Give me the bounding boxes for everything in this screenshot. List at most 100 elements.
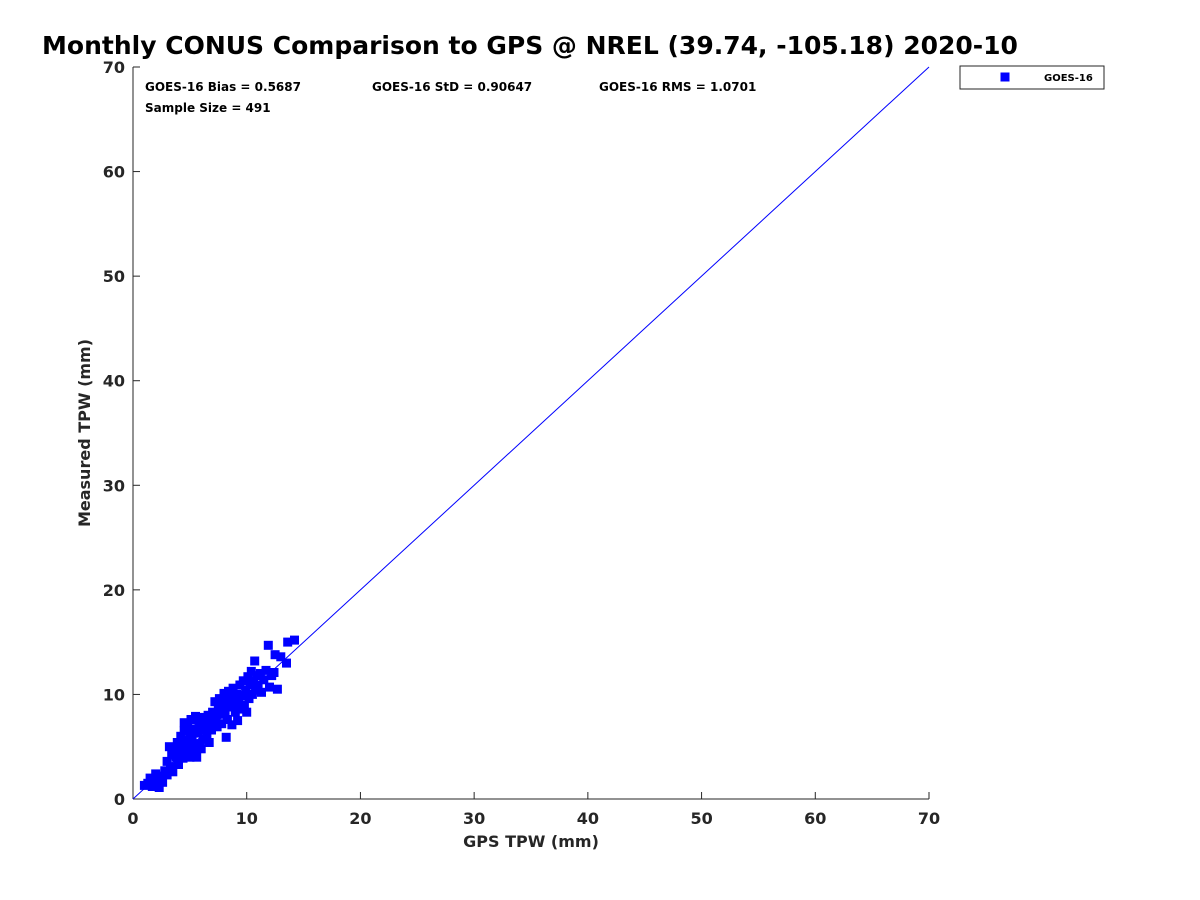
- data-point: [265, 682, 274, 692]
- plot-area: 0 10 20 30 40 50 60 70 0 10 20 30 40 50 60 70: [103, 58, 940, 828]
- x-tick-label: 0: [127, 809, 138, 828]
- y-axis-label: Measured TPW (mm): [75, 339, 94, 527]
- data-point: [228, 683, 238, 693]
- y-tick-label: 30: [103, 476, 125, 495]
- legend-label-goes-16: GOES-16: [1044, 73, 1093, 84]
- y-tick-label: 20: [103, 581, 125, 600]
- y-tick-label: 10: [103, 685, 125, 704]
- data-point: [183, 722, 193, 732]
- x-tick-label: 40: [577, 809, 599, 828]
- data-point: [177, 741, 187, 751]
- data-point: [171, 752, 181, 762]
- data-point: [188, 746, 198, 756]
- y-tick-label: 70: [103, 58, 125, 77]
- data-point: [243, 672, 253, 682]
- data-point: [237, 691, 247, 700]
- data-point: [250, 656, 260, 666]
- data-point: [169, 744, 179, 754]
- data-point: [218, 700, 228, 710]
- data-point: [246, 666, 256, 676]
- data-point: [263, 640, 273, 650]
- data-point: [204, 738, 214, 747]
- bias-stat: GOES-16 Bias = 0.5687: [145, 80, 301, 94]
- data-point: [192, 752, 202, 762]
- data-point: [166, 762, 175, 772]
- data-point: [154, 783, 164, 792]
- y-tick-label: 40: [103, 372, 125, 391]
- x-tick-label: 70: [918, 809, 940, 828]
- data-point: [233, 716, 243, 726]
- data-point: [253, 680, 263, 690]
- data-point: [217, 719, 227, 729]
- data-point: [270, 650, 280, 660]
- data-point: [224, 686, 233, 696]
- data-point: [221, 695, 231, 705]
- x-tick-label: 50: [690, 809, 712, 828]
- legend: GOES-16: [959, 65, 1105, 90]
- data-point: [158, 777, 168, 787]
- data-point: [259, 675, 269, 685]
- data-point: [200, 722, 210, 732]
- y-tick-label: 0: [114, 790, 125, 809]
- data-point: [175, 747, 185, 757]
- data-point: [221, 732, 231, 742]
- legend-box: [959, 65, 1105, 90]
- data-point: [168, 767, 178, 777]
- data-point: [212, 722, 222, 732]
- chart-title: Monthly CONUS Comparison to GPS @ NREL (…: [42, 31, 1018, 60]
- data-point: [234, 696, 244, 706]
- data-point: [232, 689, 241, 699]
- data-point: [230, 707, 240, 717]
- data-point: [242, 707, 252, 717]
- legend-marker-goes-16: [1000, 72, 1010, 82]
- data-point: [226, 692, 236, 701]
- data-point: [227, 720, 237, 730]
- data-point: [283, 637, 293, 647]
- data-point: [214, 694, 224, 704]
- data-point: [255, 669, 265, 678]
- y-tick-label: 60: [103, 163, 125, 182]
- y-tick-label: 50: [103, 267, 125, 286]
- x-tick-label: 20: [349, 809, 371, 828]
- x-tick-label: 60: [804, 809, 826, 828]
- sample-size-stat: Sample Size = 491: [145, 101, 271, 115]
- data-point: [185, 752, 195, 762]
- data-point: [220, 706, 230, 716]
- data-point: [187, 733, 197, 743]
- data-point: [174, 760, 183, 769]
- data-point: [194, 719, 204, 729]
- data-point: [191, 711, 200, 721]
- x-tick-label: 10: [236, 809, 258, 828]
- data-point: [222, 715, 232, 724]
- data-point: [249, 676, 258, 686]
- data-point: [151, 769, 161, 779]
- data-point: [162, 756, 172, 766]
- data-point: [229, 699, 239, 709]
- data-point: [202, 730, 212, 740]
- data-point: [282, 658, 291, 668]
- data-point: [191, 739, 200, 749]
- data-point: [257, 687, 266, 697]
- x-axis-label: GPS TPW (mm): [463, 832, 599, 851]
- data-point: [178, 753, 188, 763]
- data-point: [272, 684, 282, 694]
- data-point: [162, 770, 172, 780]
- axis-ticks: 0 10 20 30 40 50 60 70 0 10 20 30 40 50 60 70: [103, 58, 940, 828]
- rms-stat: GOES-16 RMS = 1.0701: [599, 80, 756, 94]
- data-point: [208, 707, 218, 717]
- data-point: [238, 676, 248, 686]
- data-point: [196, 744, 206, 754]
- data-point: [290, 635, 299, 645]
- data-point: [241, 685, 251, 695]
- data-point: [261, 665, 271, 675]
- data-point: [156, 771, 166, 781]
- data-point: [251, 685, 261, 695]
- data-point: [269, 668, 279, 677]
- x-tick-label: 30: [463, 809, 485, 828]
- data-point: [172, 738, 182, 747]
- data-point: [211, 712, 221, 722]
- std-stat: GOES-16 StD = 0.90647: [372, 80, 532, 94]
- data-point: [276, 652, 286, 662]
- data-points: [139, 635, 299, 792]
